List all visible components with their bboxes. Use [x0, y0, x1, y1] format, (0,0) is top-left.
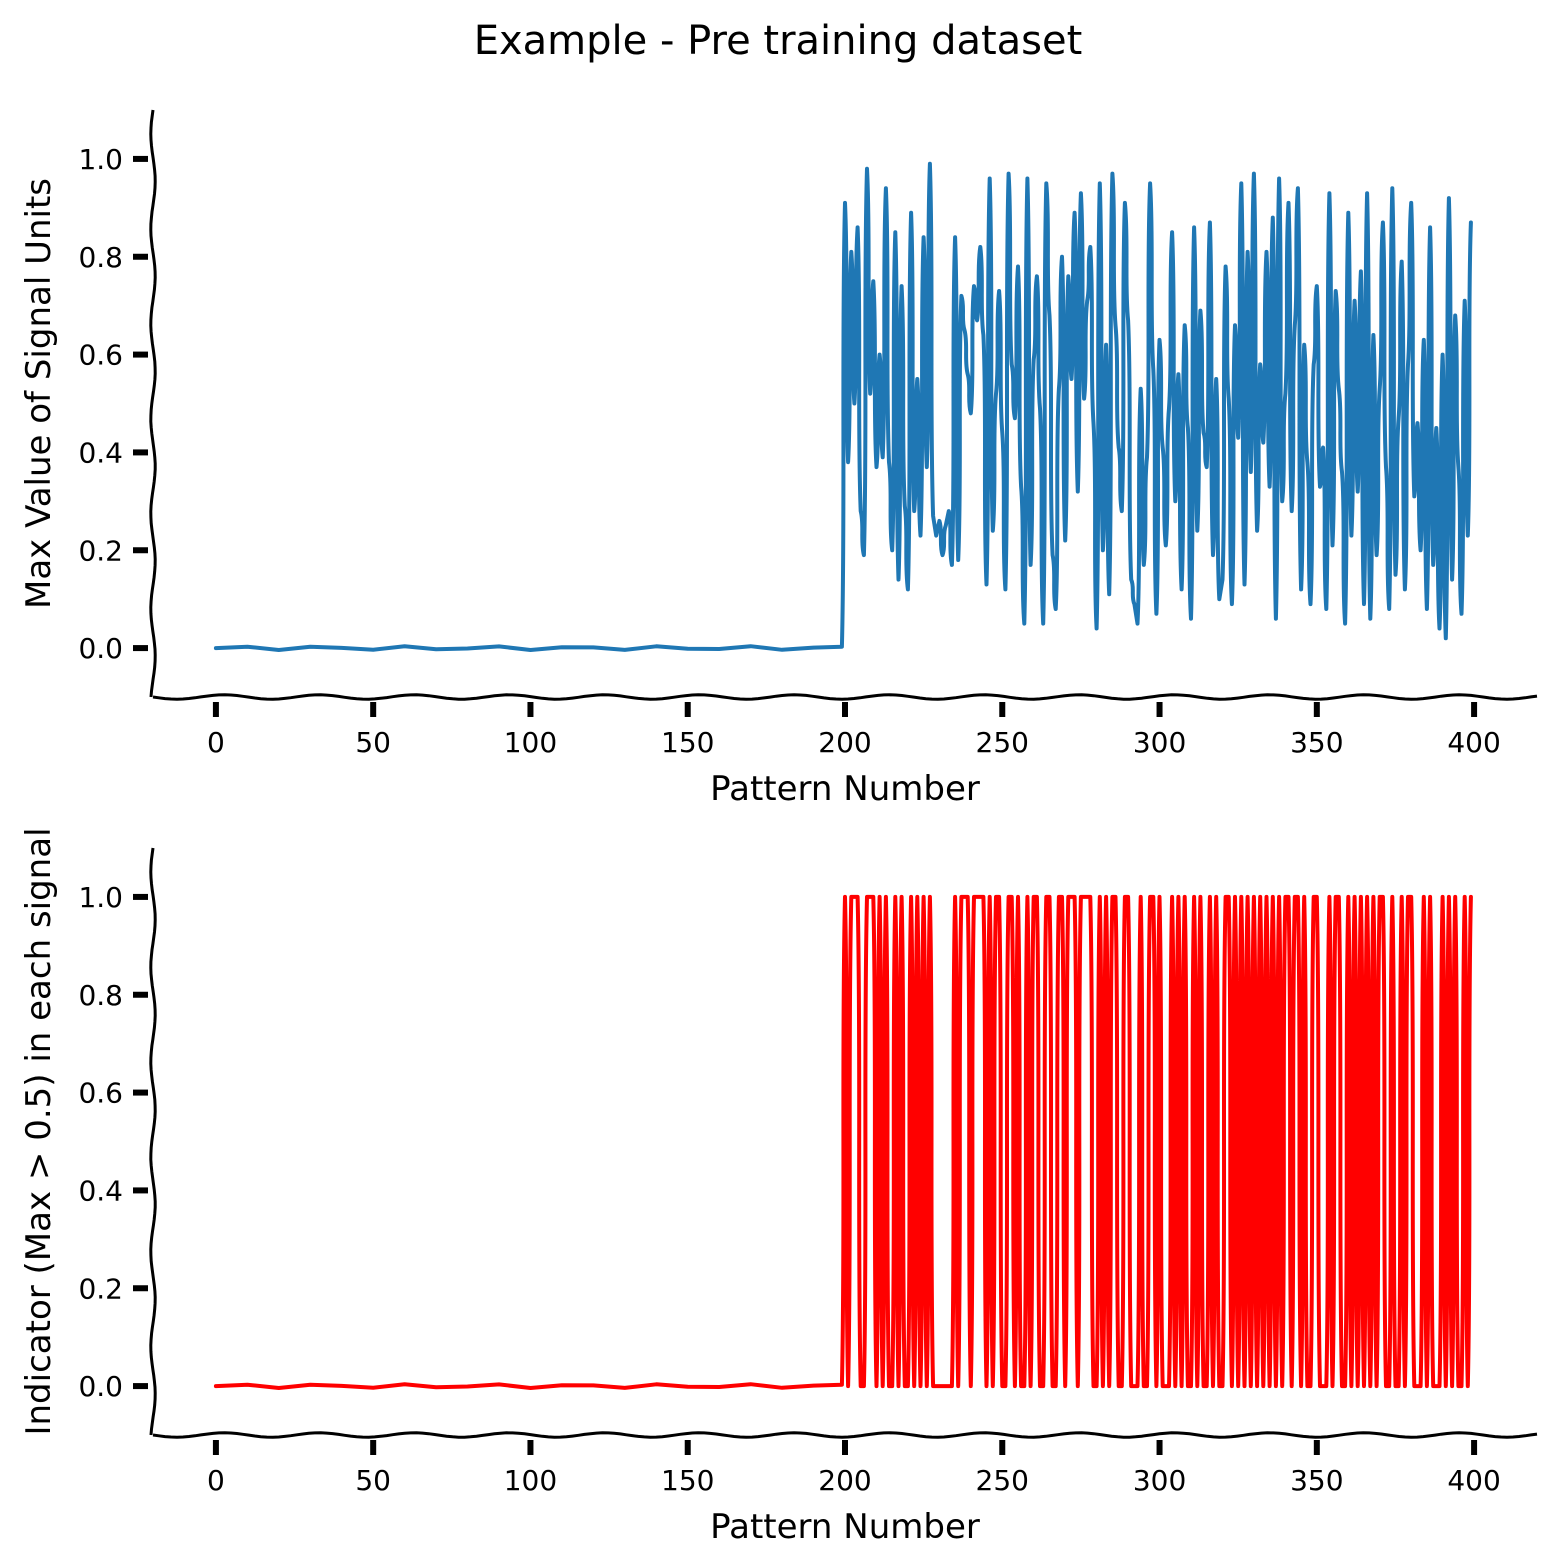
figure-title: Example - Pre training dataset	[474, 18, 1083, 64]
x-tick-label: 250	[976, 1464, 1029, 1497]
x-axis-label: Pattern Number	[710, 1507, 980, 1547]
x-tick-label: 100	[504, 726, 557, 759]
y-tick-label: 1.0	[78, 881, 123, 914]
y-tick-label: 1.0	[78, 143, 123, 176]
y-axis-label: Indicator (Max > 0.5) in each signal	[19, 827, 59, 1435]
x-tick-label: 150	[661, 726, 714, 759]
y-tick-label: 0.6	[78, 339, 123, 372]
x-tick-label: 350	[1290, 1464, 1343, 1497]
y-tick-label: 0.0	[78, 632, 123, 665]
x-tick-label: 0	[207, 726, 225, 759]
y-tick-label: 0.0	[78, 1370, 123, 1403]
max-value-series-line	[213, 161, 1473, 652]
x-axis-label: Pattern Number	[710, 769, 980, 809]
x-tick-label: 50	[355, 726, 391, 759]
y-tick-label: 0.8	[78, 979, 123, 1012]
top-panel: 0 50 100 150 200 250 300 350 400 0.0 0.2 0.4 0.6 0.8 1…	[19, 109, 1538, 809]
y-tick-label: 0.2	[78, 1272, 123, 1305]
y-tick-label: 0.2	[78, 534, 123, 567]
y-axis-label: Max Value of Signal Units	[19, 178, 59, 609]
y-tick-label: 0.4	[78, 1174, 123, 1207]
left-spine	[149, 109, 157, 698]
left-spine	[149, 847, 157, 1436]
x-tick-label: 300	[1133, 726, 1186, 759]
x-tick-label: 400	[1447, 1464, 1500, 1497]
x-tick-label: 350	[1290, 726, 1343, 759]
x-tick-label: 200	[818, 726, 871, 759]
x-tick-label: 0	[207, 1464, 225, 1497]
x-tick-label: 50	[355, 1464, 391, 1497]
bottom-panel: 0 50 100 150 200 250 300 350 400 0.0 0.2 0.4 0.6 0.8 1…	[19, 827, 1538, 1547]
x-tick-label: 200	[818, 1464, 871, 1497]
y-tick-label: 0.4	[78, 436, 123, 469]
bottom-spine	[152, 1431, 1538, 1439]
y-tick-label: 0.8	[78, 241, 123, 274]
x-tick-label: 100	[504, 1464, 557, 1497]
y-tick-label: 0.6	[78, 1077, 123, 1110]
indicator-series-line	[213, 894, 1473, 1390]
x-tick-label: 400	[1447, 726, 1500, 759]
x-tick-label: 250	[976, 726, 1029, 759]
x-tick-label: 150	[661, 1464, 714, 1497]
bottom-spine	[152, 693, 1538, 701]
x-tick-label: 300	[1133, 1464, 1186, 1497]
